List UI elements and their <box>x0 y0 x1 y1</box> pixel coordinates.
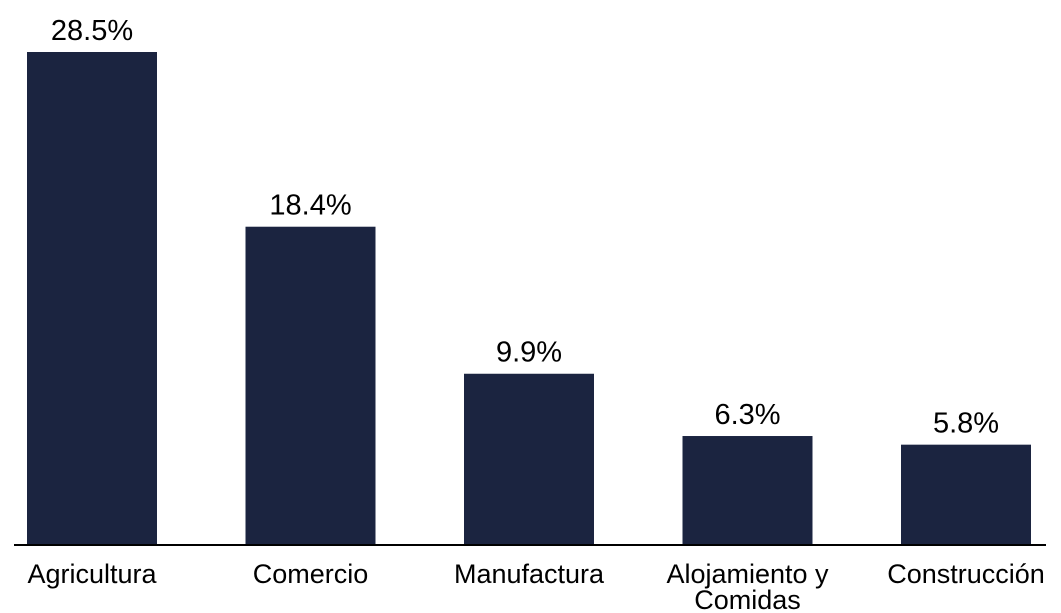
bar-3 <box>682 436 813 545</box>
category-label-4: Construcción <box>887 559 1045 589</box>
category-label-3-line-0: Alojamiento y <box>666 559 829 589</box>
value-label-2: 9.9% <box>496 337 562 369</box>
bar-0 <box>27 52 157 545</box>
category-label-1: Comercio <box>253 559 369 589</box>
bar-group <box>27 52 1031 545</box>
value-label-3: 6.3% <box>714 399 780 431</box>
category-label-group: Agricultura Comercio Manufactura Alojamient… <box>27 559 1044 613</box>
category-label-0: Agricultura <box>27 559 157 589</box>
category-label-3-line-1: Comidas <box>694 585 801 613</box>
category-label-2: Manufactura <box>454 559 605 589</box>
value-label-0: 28.5% <box>51 15 133 47</box>
value-label-4: 5.8% <box>933 408 999 440</box>
value-label-group: 28.5% 18.4% 9.9% 6.3% 5.8% <box>51 15 999 440</box>
value-label-1: 18.4% <box>269 190 351 222</box>
bar-4 <box>901 444 1031 545</box>
bar-1 <box>245 226 376 545</box>
bar-2 <box>464 373 594 545</box>
